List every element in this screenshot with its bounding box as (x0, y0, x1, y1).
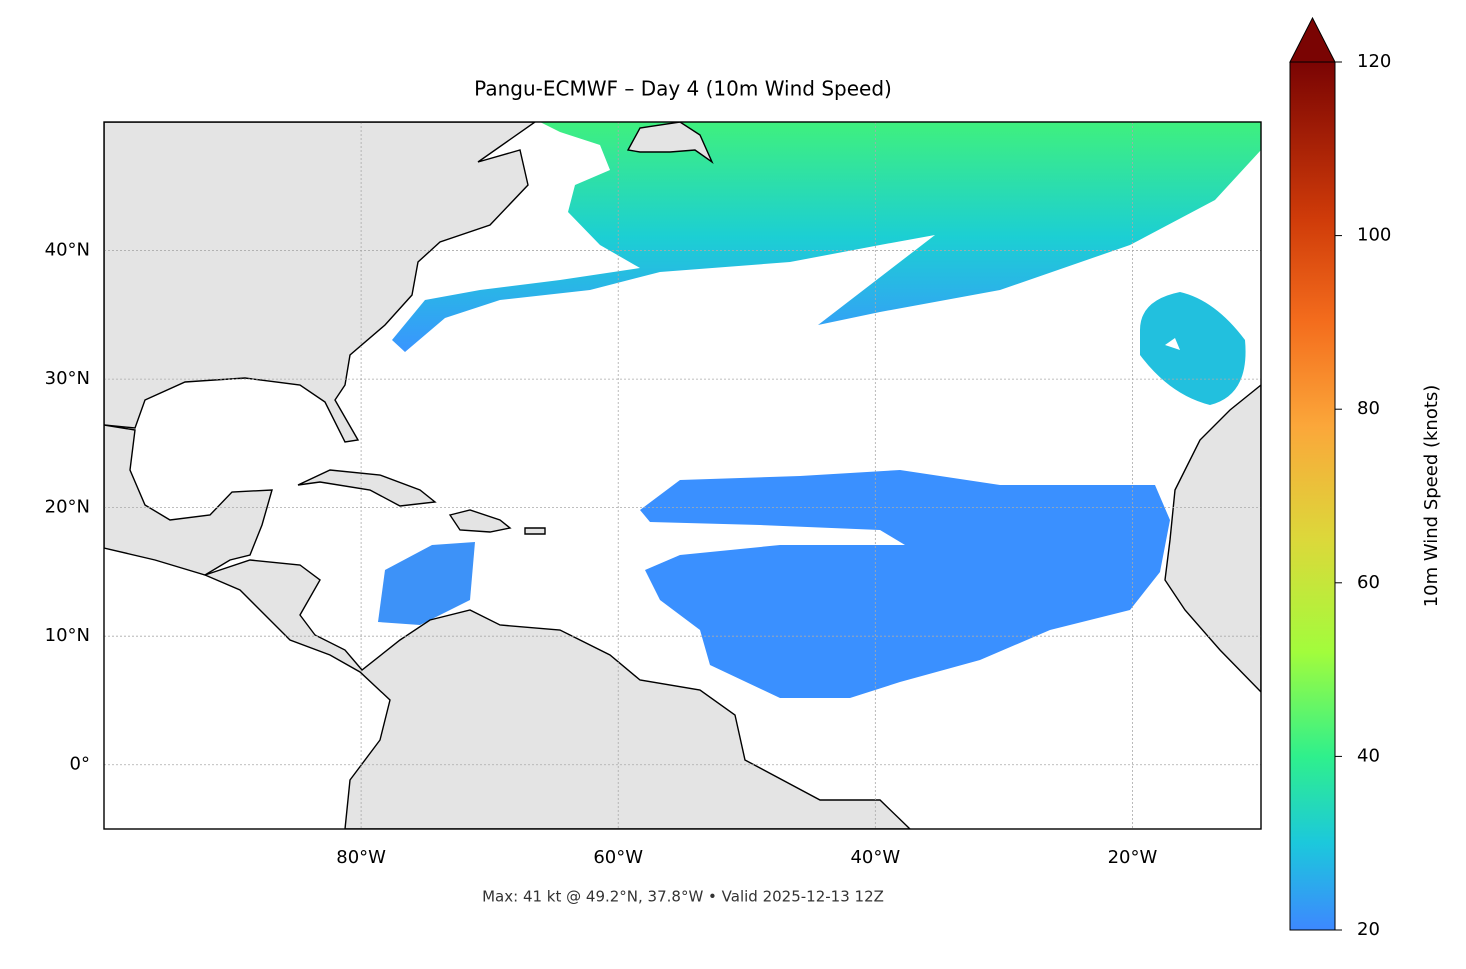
wind-field (392, 122, 1261, 352)
land (1164, 384, 1261, 694)
x-tick-label: 60°W (593, 847, 643, 868)
chart-title: Pangu-ECMWF – Day 4 (10m Wind Speed) (474, 77, 892, 101)
colorbar-tick-label: 120 (1357, 51, 1391, 72)
x-tick-label: 40°W (850, 847, 900, 868)
footnote: Max: 41 kt @ 49.2°N, 37.8°W • Valid 2025… (482, 888, 884, 906)
x-tick-label: 20°W (1108, 847, 1158, 868)
land (203, 559, 912, 829)
grid (104, 122, 1261, 829)
land (626, 122, 714, 165)
land (297, 469, 437, 507)
x-tick-label: 80°W (336, 847, 386, 868)
wind-field (1140, 292, 1246, 405)
y-tick-label: 30°N (45, 368, 90, 389)
colorbar-tick-label: 40 (1357, 745, 1380, 766)
y-tick-label: 0° (70, 754, 90, 775)
colorbar-tick-label: 100 (1357, 225, 1391, 246)
land (448, 509, 546, 535)
wind-field (640, 470, 1170, 698)
colorbar: 20 40 60 80 100 120 (1289, 16, 1391, 940)
colorbar-label: 10m Wind Speed (knots) (1421, 385, 1442, 608)
land (104, 424, 273, 576)
land (104, 122, 537, 443)
colorbar-extend (1289, 16, 1336, 63)
map (104, 122, 1261, 829)
colorbar-tick-label: 80 (1357, 398, 1380, 419)
colorbar-tick-label: 60 (1357, 572, 1380, 593)
y-tick-label: 20°N (45, 497, 90, 518)
colorbar-tick-label: 20 (1357, 919, 1380, 940)
y-tick-label: 10°N (45, 625, 90, 646)
wind-field (378, 542, 475, 625)
colorbar-scale (1289, 61, 1336, 931)
map-frame (103, 121, 1262, 830)
y-tick-label: 40°N (45, 240, 90, 261)
